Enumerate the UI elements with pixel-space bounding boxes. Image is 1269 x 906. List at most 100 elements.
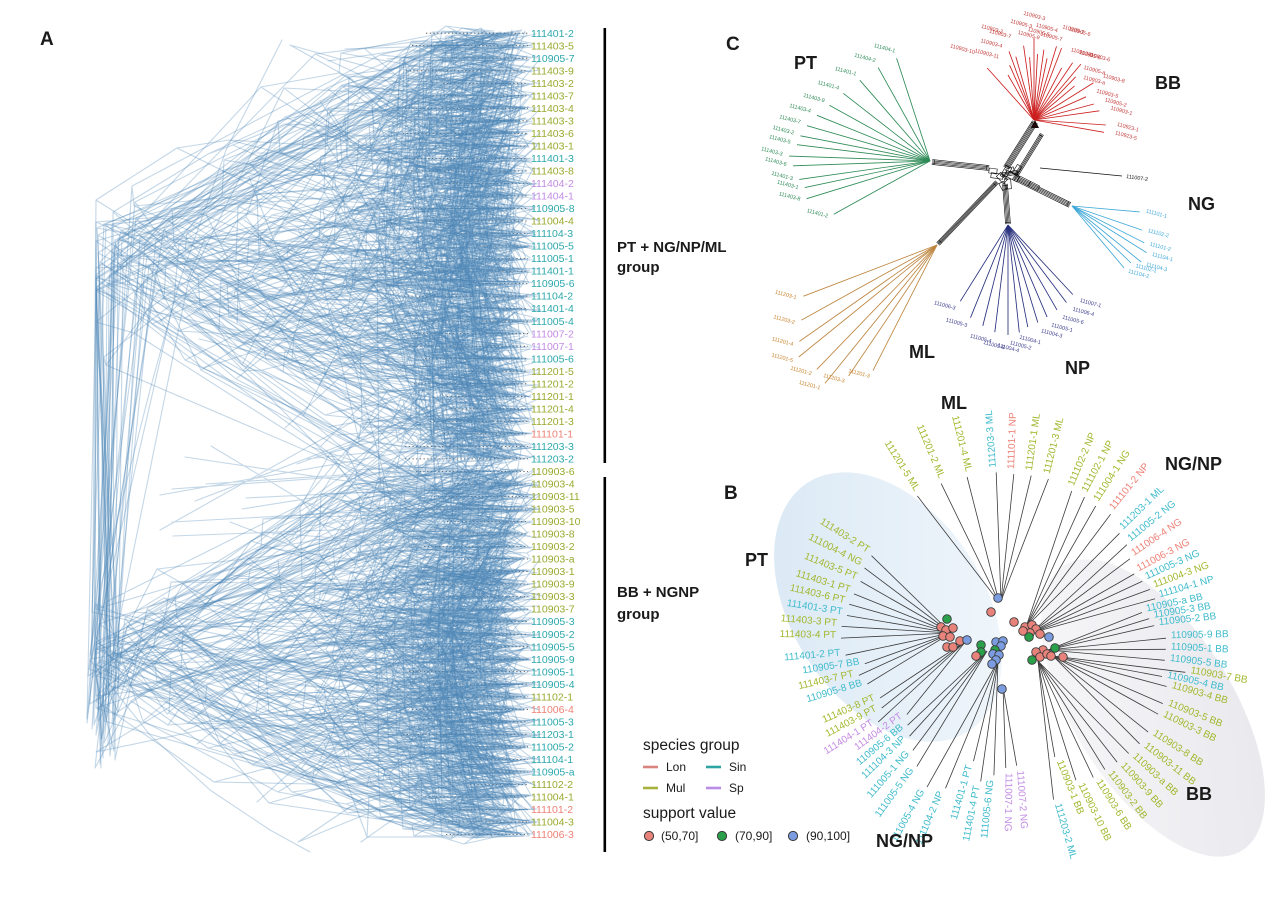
svg-text:111201-4: 111201-4 (531, 403, 574, 415)
svg-text:111403-4: 111403-4 (789, 103, 812, 114)
svg-text:111401-3: 111401-3 (531, 153, 574, 165)
svg-text:111403-4 PT: 111403-4 PT (780, 629, 837, 641)
svg-text:111203-1: 111203-1 (774, 290, 797, 301)
svg-text:111007-2: 111007-2 (1126, 174, 1149, 183)
svg-text:111203-1: 111203-1 (531, 729, 574, 741)
svg-text:110903-1: 110903-1 (1110, 105, 1133, 117)
svg-text:110905-1: 110905-1 (1062, 24, 1085, 36)
svg-text:111403-3 PT: 111403-3 PT (780, 613, 837, 629)
svg-text:ML: ML (909, 342, 935, 362)
svg-text:110905-6: 110905-6 (1068, 27, 1091, 39)
svg-text:B: B (724, 483, 738, 504)
svg-text:110905-5: 110905-5 (531, 641, 575, 653)
svg-text:110903-10: 110903-10 (531, 516, 581, 528)
svg-text:111403-7: 111403-7 (778, 114, 801, 125)
svg-text:111401-4: 111401-4 (817, 80, 840, 91)
svg-text:111201-2 ML: 111201-2 ML (914, 423, 947, 481)
svg-text:110903-2: 110903-2 (980, 24, 1003, 36)
svg-text:111005-3: 111005-3 (945, 317, 968, 328)
svg-text:110903-4: 110903-4 (980, 38, 1003, 50)
svg-text:111403-5: 111403-5 (531, 40, 574, 52)
svg-text:111104-2: 111104-2 (531, 291, 573, 303)
svg-text:110905-2: 110905-2 (531, 629, 575, 641)
svg-text:110903-5: 110903-5 (531, 504, 575, 516)
svg-text:111004-3: 111004-3 (1040, 328, 1063, 339)
svg-text:110905-7: 110905-7 (1040, 32, 1063, 44)
svg-text:111201-5: 111201-5 (531, 366, 574, 378)
svg-text:110905-9: 110905-9 (531, 654, 575, 666)
svg-text:111201-4 ML: 111201-4 ML (949, 415, 974, 474)
svg-text:111403-8: 111403-8 (531, 166, 574, 178)
svg-text:111005-1: 111005-1 (531, 253, 574, 265)
svg-text:110905-2: 110905-2 (1104, 97, 1127, 109)
svg-text:111006-4: 111006-4 (531, 704, 574, 716)
svg-text:group: group (617, 606, 660, 623)
svg-text:110903-7: 110903-7 (988, 29, 1011, 41)
svg-text:111007-1: 111007-1 (1079, 298, 1102, 309)
svg-text:111101-1 NP: 111101-1 NP (1006, 412, 1019, 469)
svg-text:110905-9 BB: 110905-9 BB (1171, 629, 1229, 641)
svg-text:111006-4: 111006-4 (1072, 307, 1095, 318)
svg-text:111201-3: 111201-3 (848, 368, 871, 379)
svg-text:111102-1: 111102-1 (1135, 263, 1157, 274)
svg-text:support value: support value (643, 805, 736, 822)
svg-text:111101-2: 111101-2 (531, 804, 573, 816)
svg-text:111006-3: 111006-3 (531, 829, 574, 841)
svg-text:111403-9: 111403-9 (802, 93, 825, 104)
svg-text:110903-5: 110903-5 (1096, 88, 1119, 100)
svg-text:ML: ML (941, 393, 967, 413)
svg-text:110905-3: 110905-3 (531, 616, 575, 628)
svg-text:Lon: Lon (666, 760, 686, 774)
svg-text:111203-2: 111203-2 (531, 454, 574, 466)
svg-text:110905-9: 110905-9 (1017, 30, 1040, 42)
svg-text:PT: PT (745, 550, 768, 570)
svg-text:111007-2: 111007-2 (531, 328, 574, 340)
svg-text:111102-2: 111102-2 (1147, 228, 1169, 239)
svg-text:110923-5: 110923-5 (1114, 130, 1137, 142)
svg-text:111104-1: 111104-1 (1151, 252, 1173, 263)
svg-text:PT: PT (794, 53, 817, 73)
svg-text:111101-1: 111101-1 (1145, 209, 1167, 220)
svg-text:110905-4: 110905-4 (1035, 23, 1058, 35)
svg-text:110903-6: 110903-6 (531, 466, 575, 478)
svg-text:110903-9: 110903-9 (1070, 47, 1093, 59)
svg-text:group: group (617, 259, 660, 276)
svg-text:111104-2: 111104-2 (1127, 269, 1149, 280)
svg-text:111201-1 ML: 111201-1 ML (1024, 412, 1043, 471)
svg-text:111007-2 NG: 111007-2 NG (1014, 770, 1029, 829)
svg-text:110903-8: 110903-8 (1102, 73, 1125, 85)
svg-text:species group: species group (643, 737, 740, 754)
svg-text:111005-2: 111005-2 (1009, 340, 1032, 351)
svg-text:(50,70]: (50,70] (661, 829, 698, 843)
svg-text:111004-1: 111004-1 (1019, 335, 1042, 346)
svg-text:110903-a: 110903-a (1082, 75, 1105, 87)
svg-text:BB + NGNP: BB + NGNP (617, 584, 699, 601)
svg-text:111101-1: 111101-1 (531, 428, 573, 440)
svg-text:110905-a: 110905-a (1083, 65, 1106, 77)
svg-text:110905-5: 110905-5 (1027, 27, 1050, 39)
svg-text:111401-4: 111401-4 (531, 303, 574, 315)
svg-text:111201-2: 111201-2 (790, 366, 813, 377)
svg-text:111201-5: 111201-5 (771, 353, 794, 364)
svg-text:110903-9: 110903-9 (531, 579, 575, 591)
svg-text:110903-7: 110903-7 (531, 604, 575, 616)
svg-text:111004-4: 111004-4 (531, 216, 574, 228)
svg-text:111104-1: 111104-1 (531, 754, 573, 766)
svg-text:111403-2: 111403-2 (772, 125, 795, 136)
svg-text:111005-6: 111005-6 (1061, 315, 1084, 326)
svg-text:C: C (726, 34, 740, 55)
svg-text:110905-7: 110905-7 (531, 53, 575, 65)
svg-text:111203-3 ML: 111203-3 ML (984, 409, 999, 468)
svg-text:NG: NG (1188, 194, 1215, 214)
svg-text:111404-1: 111404-1 (873, 43, 896, 54)
svg-text:111403-1: 111403-1 (531, 141, 574, 153)
svg-text:111401-2: 111401-2 (806, 208, 829, 219)
svg-text:111004-1: 111004-1 (531, 792, 574, 804)
svg-text:111403-8: 111403-8 (778, 191, 801, 202)
svg-text:110905-6: 110905-6 (531, 278, 575, 290)
svg-text:111201-3: 111201-3 (531, 416, 574, 428)
svg-text:111401-2: 111401-2 (531, 28, 574, 40)
svg-text:111101-2: 111101-2 (1149, 242, 1171, 253)
svg-text:110903-1: 110903-1 (531, 566, 575, 578)
svg-text:(70,90]: (70,90] (735, 829, 772, 843)
